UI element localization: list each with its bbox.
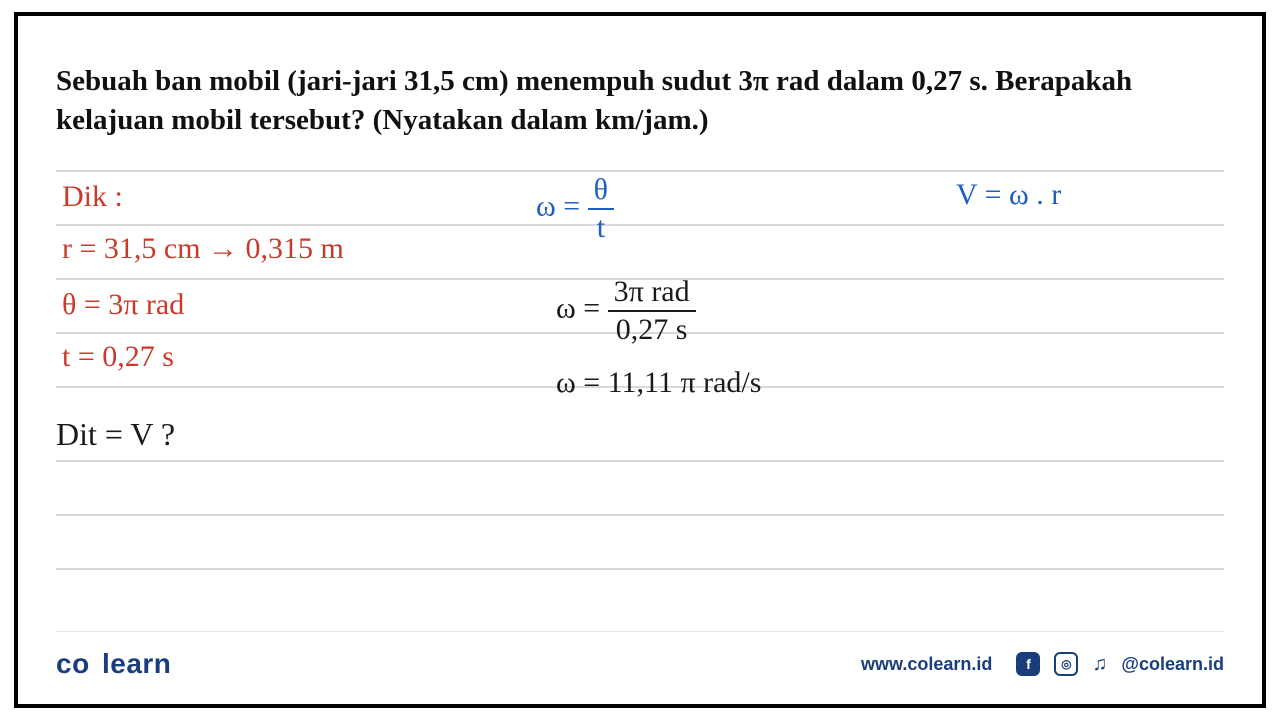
logo-co: co bbox=[56, 648, 90, 679]
v-formula: V = ω . r bbox=[956, 178, 1061, 212]
dit-label: Dit = V ? bbox=[56, 416, 175, 453]
brand-logo: co learn bbox=[56, 648, 171, 680]
tiktok-icon: ♫ bbox=[1092, 653, 1107, 676]
rule-line bbox=[56, 224, 1224, 226]
omega-sub-prefix: ω = bbox=[556, 292, 608, 325]
footer-right: www.colearn.id f ◎ ♫ @colearn.id bbox=[861, 652, 1224, 676]
fraction-3pi-over-t: 3π rad 0,27 s bbox=[608, 276, 696, 345]
rule-line bbox=[56, 514, 1224, 516]
frac-num: θ bbox=[588, 174, 614, 208]
given-theta: θ = 3π rad bbox=[62, 288, 184, 322]
rule-line bbox=[56, 460, 1224, 462]
content-area: Sebuah ban mobil (jari-jari 31,5 cm) men… bbox=[56, 62, 1224, 600]
logo-learn: learn bbox=[102, 648, 171, 679]
frac-den: 0,27 s bbox=[608, 312, 696, 346]
footer-url: www.colearn.id bbox=[861, 654, 992, 675]
dik-label: Dik : bbox=[62, 180, 123, 214]
given-t: t = 0,27 s bbox=[62, 340, 174, 374]
omega-formula: ω = θ t bbox=[536, 174, 614, 243]
omega-result: ω = 11,11 π rad/s bbox=[556, 366, 761, 400]
logo-separator bbox=[90, 648, 102, 679]
given-r: r = 31,5 cm → 0,315 m bbox=[62, 232, 344, 266]
fraction-theta-over-t: θ t bbox=[588, 174, 614, 243]
question-text: Sebuah ban mobil (jari-jari 31,5 cm) men… bbox=[56, 62, 1224, 140]
omega-eq-prefix: ω = bbox=[536, 190, 588, 223]
ruled-paper: Dik : r = 31,5 cm → 0,315 m θ = 3π rad t… bbox=[56, 170, 1224, 600]
facebook-icon: f bbox=[1016, 652, 1040, 676]
page-frame: Sebuah ban mobil (jari-jari 31,5 cm) men… bbox=[14, 12, 1266, 708]
frac-num: 3π rad bbox=[608, 276, 696, 310]
question-line2: kelajuan mobil tersebut? (Nyatakan dalam… bbox=[56, 104, 709, 136]
frac-den: t bbox=[588, 210, 614, 244]
footer: co learn www.colearn.id f ◎ ♫ @colearn.i… bbox=[56, 631, 1224, 680]
omega-substitution: ω = 3π rad 0,27 s bbox=[556, 276, 696, 345]
rule-line bbox=[56, 170, 1224, 172]
question-line1: Sebuah ban mobil (jari-jari 31,5 cm) men… bbox=[56, 65, 1132, 97]
instagram-icon: ◎ bbox=[1054, 652, 1078, 676]
footer-handle: @colearn.id bbox=[1121, 654, 1224, 675]
rule-line bbox=[56, 568, 1224, 570]
